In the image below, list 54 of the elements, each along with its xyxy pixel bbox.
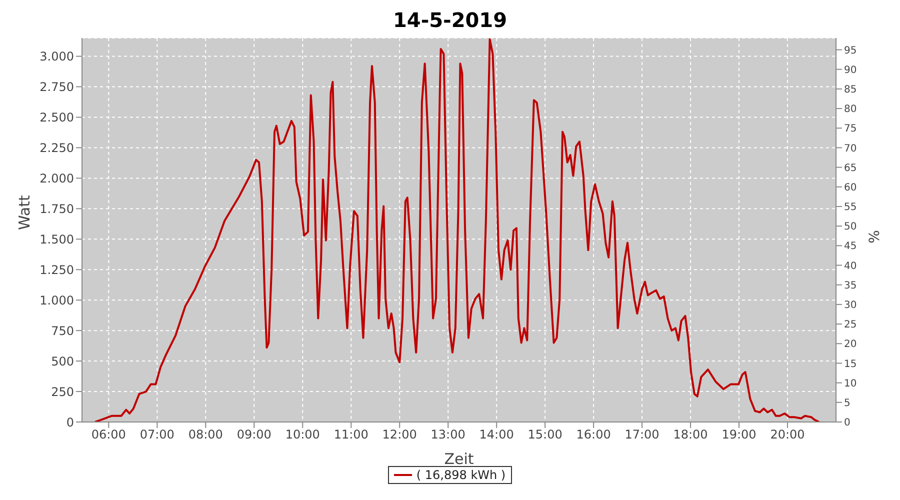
y-tick-label: 250 (51, 384, 74, 399)
y2-tick-label: 65 (844, 162, 857, 174)
y-tick-label: 2.500 (40, 110, 74, 124)
x-axis-title: Zeit (444, 450, 474, 468)
y2-tick-label: 85 (844, 84, 857, 96)
y2-axis-title: % (866, 230, 883, 244)
y-tick-label: 1.250 (40, 262, 74, 277)
y-tick-label: 750 (51, 324, 74, 338)
y-tick-label: 1.750 (40, 202, 74, 216)
y2-tick-label: 5 (844, 398, 850, 409)
y-tick-label: 3.000 (40, 50, 74, 64)
y2-tick-label: 60 (844, 182, 857, 194)
x-tick-label: 11:00 (334, 428, 368, 442)
y2-tick-label: 40 (844, 260, 857, 272)
x-tick-label: 08:00 (188, 428, 223, 442)
y2-tick-label: 50 (844, 222, 857, 233)
x-tick-label: 07:00 (140, 428, 174, 442)
x-tick-label: 13:00 (430, 428, 466, 442)
x-tick-label: 17:00 (624, 428, 660, 442)
y2-tick-label: 30 (844, 300, 857, 311)
y2-tick-label: 35 (844, 280, 857, 292)
y2-tick-label: 45 (844, 241, 857, 252)
y2-tick-label: 20 (844, 339, 857, 350)
y2-tick-label: 25 (844, 320, 857, 331)
y-tick-label: 2.250 (40, 140, 74, 155)
line-series (94, 38, 820, 422)
y2-tick-label: 75 (844, 124, 857, 135)
x-tick-label: 12:00 (382, 428, 417, 442)
legend-label: ( 16,898 kWh ) (416, 468, 506, 482)
x-tick-label: 18:00 (673, 428, 708, 442)
y2-tick-label: 0 (844, 418, 850, 429)
y2-tick-label: 10 (844, 378, 857, 390)
x-tick-label: 14:00 (479, 428, 514, 442)
x-tick-label: 10:00 (285, 428, 320, 442)
x-tick-label: 19:00 (722, 428, 756, 442)
x-tick-label: 06:00 (91, 428, 126, 442)
x-tick-label: 16:00 (576, 428, 611, 442)
y-tick-label: 500 (51, 354, 74, 368)
y2-tick-label: 55 (844, 202, 857, 214)
y2-tick-label: 90 (844, 64, 857, 76)
y-tick-label: 2.750 (40, 80, 74, 94)
y2-tick-label: 15 (844, 358, 857, 370)
y-axis-title: Watt (15, 195, 34, 230)
y-tick-label: 1.500 (40, 232, 74, 246)
y2-tick-label: 95 (844, 45, 857, 56)
chart-title: 14-5-2019 (392, 8, 508, 32)
x-tick-label: 15:00 (528, 428, 562, 442)
y-tick-label: 1.000 (40, 293, 74, 308)
x-tick-label: 09:00 (236, 428, 272, 442)
y2-tick-label: 70 (844, 143, 857, 154)
y-tick-label: 2.000 (40, 171, 74, 186)
x-tick-label: 20:00 (770, 428, 805, 442)
y-tick-label: 0 (66, 415, 74, 430)
y2-tick-label: 80 (844, 104, 857, 116)
